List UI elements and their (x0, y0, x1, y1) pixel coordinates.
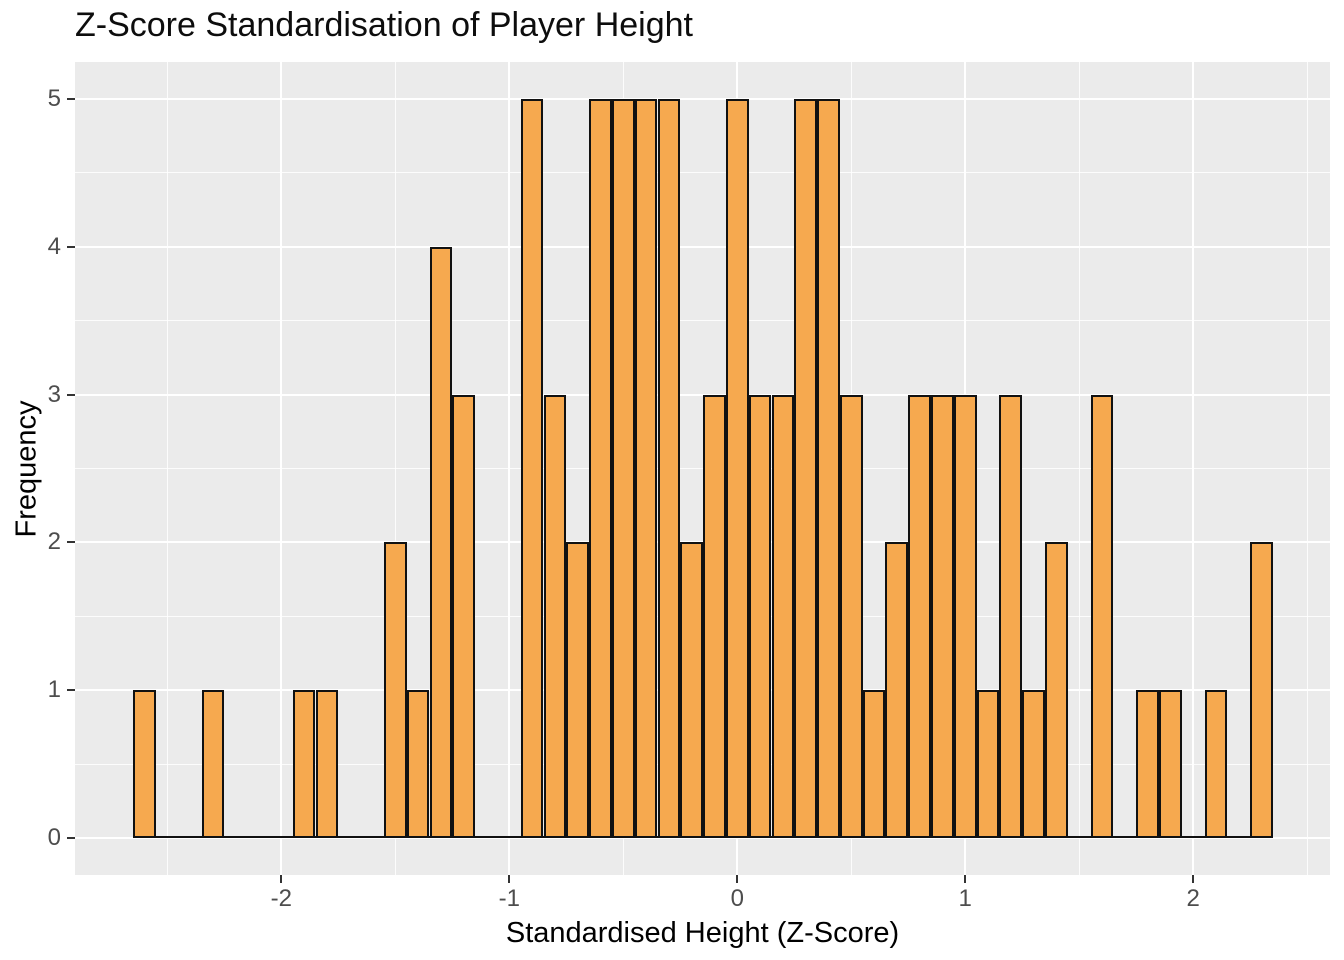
histogram-bar (406, 690, 430, 838)
histogram-bar (908, 394, 931, 839)
y-minor-gridline (75, 320, 1330, 322)
histogram-bar (1204, 690, 1228, 838)
y-minor-gridline (75, 172, 1330, 174)
x-tick-mark (964, 875, 967, 883)
histogram-bar (429, 246, 453, 839)
y-tick-mark (67, 393, 75, 396)
x-axis-title: Standardised Height (Z-Score) (505, 917, 900, 949)
x-major-gridline (508, 62, 511, 875)
histogram-bar (999, 394, 1023, 839)
y-tick-label: 2 (47, 528, 61, 556)
histogram-bar (1159, 690, 1182, 838)
y-tick-mark (67, 245, 75, 248)
histogram-bar (931, 394, 954, 839)
histogram-bar (657, 99, 681, 839)
y-axis-title: Frequency (10, 399, 43, 538)
histogram-bar (862, 690, 886, 838)
x-minor-gridline (166, 62, 168, 875)
histogram-bar (566, 542, 590, 838)
y-tick-label: 4 (47, 232, 61, 260)
histogram-bar (885, 542, 909, 838)
x-tick-label: 2 (1186, 885, 1200, 912)
histogram-bar (611, 99, 635, 839)
plot-panel (75, 62, 1330, 875)
histogram-bar (520, 99, 544, 839)
histogram-bar (634, 99, 658, 839)
x-tick-mark (1192, 875, 1195, 883)
y-tick-label: 1 (47, 676, 61, 704)
y-major-gridline (75, 97, 1330, 100)
histogram-bar (1045, 542, 1068, 838)
histogram-bar (680, 542, 704, 838)
histogram-bar (748, 394, 772, 839)
y-major-gridline (75, 837, 1330, 840)
histogram-bar (201, 690, 225, 838)
histogram-bar (1090, 394, 1114, 839)
histogram-bar (725, 99, 749, 839)
histogram-bar (703, 394, 726, 839)
histogram-bar (133, 690, 156, 838)
histogram-bar (976, 690, 1000, 838)
histogram-bar (292, 690, 316, 838)
y-major-gridline (75, 245, 1330, 248)
histogram-bar (839, 394, 863, 839)
x-major-gridline (280, 62, 283, 875)
x-tick-mark (508, 875, 511, 883)
x-tick-label: 1 (958, 885, 972, 912)
x-tick-label: -2 (270, 885, 292, 912)
histogram-bar (1022, 690, 1045, 838)
y-major-gridline (75, 393, 1330, 396)
histogram-bar (794, 99, 818, 839)
histogram-bar (1136, 690, 1159, 838)
histogram-bar (771, 394, 795, 839)
histogram-bar (315, 690, 339, 838)
histogram-bar (817, 99, 840, 839)
x-tick-mark (736, 875, 739, 883)
y-tick-label: 3 (47, 380, 61, 408)
histogram-bar (383, 542, 407, 838)
x-tick-label: -1 (498, 885, 520, 912)
x-minor-gridline (1306, 62, 1308, 875)
x-minor-gridline (1078, 62, 1080, 875)
y-tick-mark (67, 689, 75, 692)
y-tick-mark (67, 837, 75, 840)
x-tick-mark (280, 875, 283, 883)
y-tick-mark (67, 541, 75, 544)
histogram-bar (543, 394, 567, 839)
histogram-bar (1250, 542, 1273, 838)
y-minor-gridline (75, 468, 1330, 469)
y-tick-label: 0 (47, 824, 61, 852)
x-minor-gridline (394, 62, 396, 875)
y-tick-label: 5 (47, 84, 61, 112)
histogram-bar (589, 99, 612, 839)
chart-title: Z-Score Standardisation of Player Height (75, 6, 693, 44)
histogram-bar (452, 394, 476, 839)
x-major-gridline (1192, 62, 1195, 875)
histogram-bar (953, 394, 977, 839)
y-tick-mark (67, 97, 75, 100)
x-tick-label: 0 (730, 885, 744, 912)
